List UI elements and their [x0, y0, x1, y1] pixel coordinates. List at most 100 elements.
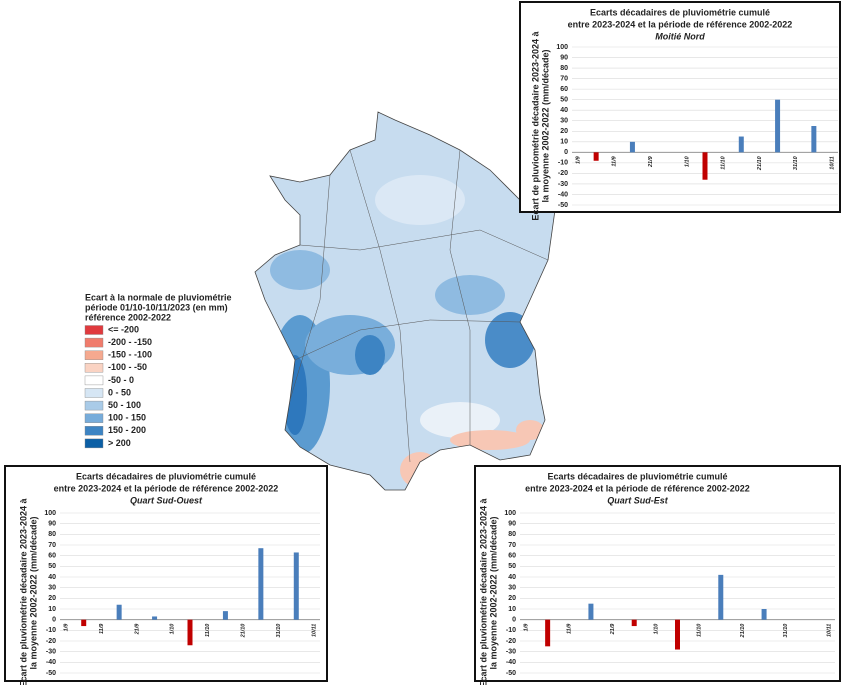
legend-title: référence 2002-2022: [85, 312, 171, 322]
legend-label: <= -200: [108, 324, 139, 334]
legend-label: -100 - -50: [108, 362, 147, 372]
y-tick-label: 0: [512, 617, 516, 624]
chart: Ecarts décadaires de pluviométrie cumulé…: [474, 465, 841, 685]
chart-title: Ecarts décadaires de pluviométrie cumulé: [76, 471, 256, 481]
bar: [222, 611, 228, 620]
y-tick-label: -10: [506, 627, 516, 634]
chart-title: entre 2023-2024 et la période de référen…: [54, 483, 279, 493]
bar: [738, 136, 744, 153]
x-tick-label: 1/9: [63, 623, 69, 632]
legend-label: 50 - 100: [108, 400, 141, 410]
y-tick-label: -40: [46, 659, 56, 666]
y-tick-label: 80: [560, 65, 568, 72]
y-tick-label: 20: [560, 128, 568, 135]
y-tick-label: 80: [508, 531, 516, 538]
y-tick-label: 90: [48, 521, 56, 528]
y-tick-label: 20: [48, 595, 56, 602]
bar: [702, 152, 708, 180]
y-tick-label: 20: [508, 595, 516, 602]
y-tick-label: 50: [508, 563, 516, 570]
bar: [593, 152, 599, 161]
y-tick-label: -50: [506, 670, 516, 677]
y-tick-label: 30: [48, 585, 56, 592]
y-axis-label: Ecart de pluviométrie décadaire 2023-202…: [478, 497, 488, 685]
y-tick-label: 10: [560, 139, 568, 146]
legend-swatch: [84, 400, 104, 411]
x-tick-label: 21/9: [134, 623, 140, 636]
bar: [293, 552, 299, 620]
x-tick-label: 10/11: [829, 156, 835, 169]
x-tick-label: 11/10: [721, 156, 727, 169]
y-tick-label: 70: [560, 75, 568, 82]
y-tick-label: 60: [48, 553, 56, 560]
legend-swatch: [84, 426, 104, 436]
y-tick-label: 60: [560, 86, 568, 93]
bar: [187, 619, 193, 646]
chart-title: entre 2023-2024 et la période de référen…: [568, 19, 793, 29]
bar: [675, 619, 680, 650]
chart: Ecarts décadaires de pluviométrie cumulé…: [4, 465, 328, 685]
legend-swatch: [84, 337, 104, 348]
y-tick-label: 90: [508, 521, 516, 528]
y-axis-label: Ecart de pluviométrie décadaire 2023-202…: [530, 30, 540, 220]
y-tick-label: 30: [560, 118, 568, 125]
x-tick-label: 1/10: [684, 156, 690, 167]
y-tick-label: -50: [558, 202, 568, 209]
legend-swatch: [84, 438, 104, 449]
x-tick-label: 1/9: [523, 623, 529, 632]
bar: [631, 619, 637, 627]
y-tick-label: -20: [558, 170, 568, 177]
y-tick-label: -20: [506, 638, 516, 645]
chart-subtitle: Quart Sud-Ouest: [130, 495, 203, 505]
legend-label: 150 - 200: [108, 425, 146, 435]
x-tick-label: 11/9: [567, 623, 573, 634]
y-tick-label: -40: [558, 191, 568, 198]
legend-swatch: [84, 375, 104, 386]
legend-swatch: [84, 388, 104, 398]
charts: Ecarts décadaires de pluviométrie cumulé…: [4, 1, 841, 685]
bar: [588, 603, 594, 620]
y-tick-label: 40: [48, 574, 56, 581]
bar: [718, 574, 724, 620]
x-tick-label: 31/10: [276, 624, 282, 638]
legend-label: -200 - -150: [108, 337, 152, 347]
y-tick-label: 40: [560, 107, 568, 114]
y-tick-label: -30: [46, 649, 56, 656]
y-tick-label: 10: [48, 606, 56, 613]
legend-swatch: [84, 350, 104, 360]
legend-title: Ecart à la normale de pluviométrie: [85, 292, 232, 302]
bar: [81, 619, 87, 627]
chart-title: Ecarts décadaires de pluviométrie cumulé: [590, 7, 770, 17]
x-tick-label: 11/9: [99, 623, 105, 634]
bar: [152, 616, 158, 620]
x-tick-label: 11/10: [205, 624, 211, 637]
bar: [116, 604, 122, 620]
legend-label: -150 - -100: [108, 350, 152, 360]
legend-label: -50 - 0: [108, 375, 134, 385]
legend-swatch: [84, 413, 104, 423]
chart-frame: [519, 1, 841, 213]
legend-swatch: [84, 363, 104, 373]
y-tick-label: 0: [564, 149, 568, 156]
chart-frame: [4, 465, 328, 682]
bar: [775, 99, 781, 153]
y-tick-label: -10: [558, 160, 568, 167]
x-tick-label: 1/10: [170, 624, 176, 635]
y-tick-label: 70: [48, 542, 56, 549]
y-tick-label: 40: [508, 574, 516, 581]
x-tick-label: 21/10: [757, 156, 763, 171]
chart-title: entre 2023-2024 et la période de référen…: [525, 483, 750, 493]
y-axis-label: la moyenne 2002-2022 (mm/décade): [540, 49, 550, 202]
y-tick-label: 100: [44, 510, 56, 517]
bar: [811, 126, 817, 153]
x-tick-label: 31/10: [793, 156, 799, 170]
legend-swatch: [84, 325, 104, 335]
y-axis-label: Ecart de pluviométrie décadaire 2023-202…: [18, 497, 28, 685]
y-tick-label: -20: [46, 638, 56, 645]
bar: [761, 609, 767, 620]
y-tick-label: 50: [48, 563, 56, 570]
y-tick-label: 0: [52, 617, 56, 624]
y-tick-label: -10: [46, 627, 56, 634]
x-tick-label: 21/10: [241, 624, 247, 639]
legend-title: période 01/10-10/11/2023 (en mm): [85, 302, 228, 312]
